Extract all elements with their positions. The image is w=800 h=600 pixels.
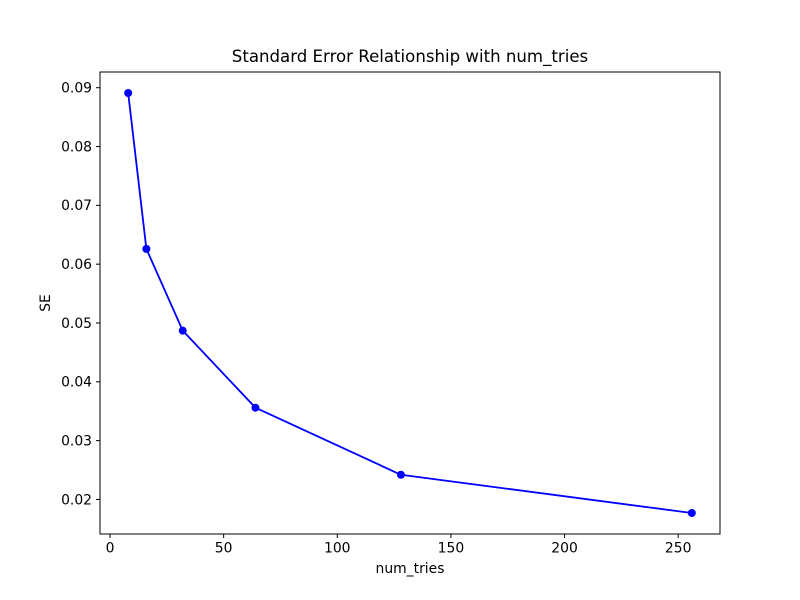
- y-tick-label: 0.04: [61, 375, 92, 391]
- data-line: [127, 92, 693, 514]
- x-tick-label: 250: [665, 541, 692, 557]
- y-axis-label: SE: [38, 294, 54, 312]
- data-point-marker: [178, 326, 187, 335]
- x-axis-label: num_tries: [375, 561, 445, 577]
- y-tick-label: 0.06: [61, 257, 92, 273]
- data-point-marker: [142, 244, 151, 253]
- x-tick-label: 100: [324, 541, 351, 557]
- x-tick-label: 50: [215, 541, 233, 557]
- x-tick-label: 0: [106, 541, 115, 557]
- y-tick-label: 0.02: [61, 492, 92, 508]
- y-tick-label: 0.09: [61, 81, 92, 97]
- data-point-marker: [396, 470, 405, 479]
- data-point-marker: [687, 509, 696, 517]
- y-tick-label: 0.05: [61, 316, 92, 332]
- data-point-marker: [251, 403, 260, 412]
- y-tick-label: 0.08: [61, 139, 92, 155]
- chart-title: Standard Error Relationship with num_tri…: [231, 47, 589, 66]
- y-tick-label: 0.03: [61, 433, 92, 449]
- data-point-marker: [124, 89, 133, 97]
- plot-area: [99, 71, 721, 535]
- y-tick-label: 0.07: [61, 198, 92, 214]
- x-tick-label: 150: [438, 541, 465, 557]
- x-tick-label: 200: [551, 541, 578, 557]
